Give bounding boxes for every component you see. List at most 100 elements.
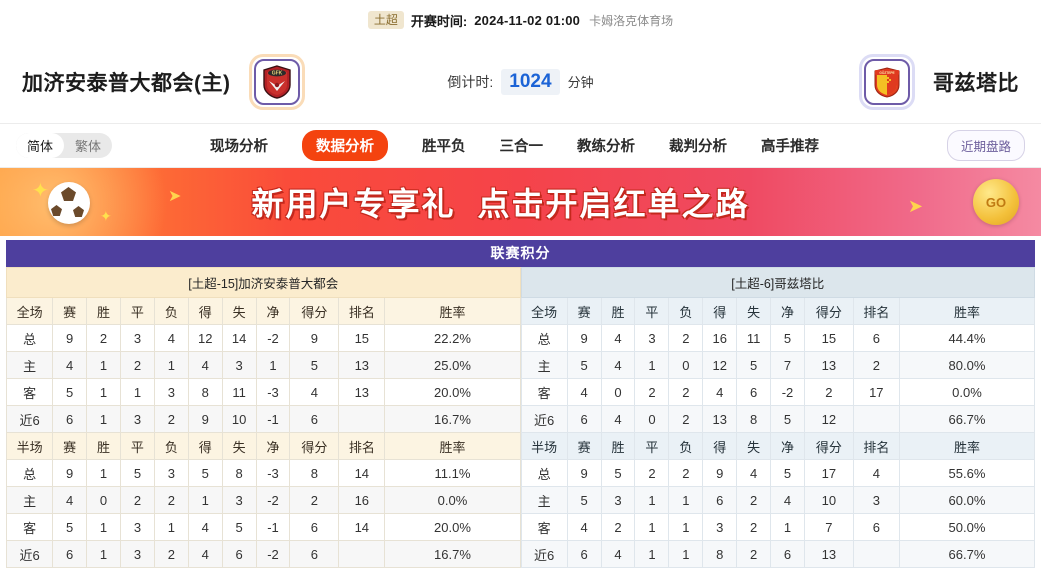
- table-cell: 1: [634, 351, 670, 379]
- table-cell: 9: [52, 459, 88, 487]
- table-cell: 14: [338, 513, 386, 541]
- table-cell: 16.7%: [384, 405, 521, 433]
- table-cell: 5: [566, 486, 602, 514]
- table-cell: 4: [600, 324, 636, 352]
- lang-traditional[interactable]: 繁体: [75, 139, 102, 154]
- table-cell: 60.0%: [898, 486, 1036, 514]
- column-header: 赛: [52, 432, 88, 460]
- table-cell: 4: [770, 486, 805, 514]
- table-cell: 50.0%: [898, 513, 1036, 541]
- away-table-caption: [土超-6]哥兹塔比: [520, 267, 1035, 298]
- tab-referee-analysis[interactable]: 裁判分析: [669, 139, 727, 155]
- table-header-row: 全场赛胜平负得失净得分 排名 胜率: [5, 297, 521, 325]
- table-cell: 1: [187, 486, 223, 514]
- table-cell: 4: [187, 513, 223, 541]
- shield-icon: GFK: [262, 64, 291, 99]
- table-cell: 25.0%: [384, 351, 521, 379]
- table-header-row: 半场赛胜平负得失净得分 排名 胜率: [5, 432, 521, 460]
- table-cell: 4: [600, 351, 636, 379]
- banner-go-button[interactable]: GO: [973, 179, 1019, 225]
- table-cell: 2: [153, 405, 189, 433]
- language-toggle[interactable]: 简体 繁体: [16, 133, 113, 158]
- banner-text-left: 新用户专享礼: [251, 186, 456, 222]
- table-cell: 11: [736, 324, 772, 352]
- column-header: 赛: [52, 297, 88, 325]
- table-cell: 5: [770, 405, 805, 433]
- column-header: 净: [255, 432, 291, 460]
- column-header: 排名: [852, 297, 900, 325]
- column-header: 得分: [803, 297, 854, 325]
- table-row: 近6 6 4 1 1 8 2 6 13 66.7%: [520, 540, 1036, 568]
- table-cell: 2: [736, 486, 772, 514]
- table-cell: 4: [153, 324, 189, 352]
- tab-win-draw-lose[interactable]: 胜平负: [422, 139, 466, 155]
- table-cell: 2: [634, 459, 670, 487]
- table-cell: 1: [634, 513, 670, 541]
- lang-simplified[interactable]: 简体: [16, 133, 65, 158]
- recent-odds-button[interactable]: 近期盘路: [946, 130, 1025, 161]
- tab-coach-analysis[interactable]: 教练分析: [577, 139, 635, 155]
- table-cell: 8: [702, 540, 738, 568]
- column-header: 全场: [520, 297, 568, 325]
- column-header: 赛: [566, 432, 602, 460]
- table-cell: 13: [702, 405, 738, 433]
- table-row: 总 9 2 3 4 12 14 -2 9 15 22.2%: [5, 324, 521, 352]
- column-header: 负: [668, 297, 704, 325]
- promo-banner[interactable]: ✦ ✦ ➤ 新用户专享礼 点击开启红单之路 ➤ GO: [0, 168, 1041, 236]
- countdown-label: 倒计时:: [447, 73, 494, 90]
- column-header: 胜率: [898, 432, 1036, 460]
- table-cell: 6: [52, 540, 88, 568]
- table-cell: 20.0%: [384, 513, 521, 541]
- standings-title: 联赛积分: [6, 240, 1035, 267]
- tab-expert-picks[interactable]: 高手推荐: [761, 139, 819, 155]
- league-tag: 土超: [367, 11, 404, 29]
- table-cell: 4: [566, 513, 602, 541]
- table-cell: 1: [86, 513, 121, 541]
- row-label: 主: [520, 486, 568, 514]
- tab-data-analysis[interactable]: 数据分析: [302, 130, 388, 161]
- table-cell: 11.1%: [384, 459, 521, 487]
- table-row: 主 5 3 1 1 6 2 4 10 3 60.0%: [520, 486, 1036, 514]
- table-cell: 12: [702, 351, 738, 379]
- table-cell: 9: [566, 324, 602, 352]
- column-header: 得: [187, 297, 223, 325]
- table-cell: 1: [634, 540, 670, 568]
- table-cell: 3: [119, 405, 155, 433]
- table-cell: 4: [600, 405, 636, 433]
- table-cell: 14: [221, 324, 257, 352]
- table-cell: 6: [221, 540, 257, 568]
- table-cell: 3: [600, 486, 636, 514]
- table-cell: 3: [119, 324, 155, 352]
- table-cell: 3: [119, 513, 155, 541]
- countdown-value: 1024: [501, 68, 560, 95]
- row-label: 客: [5, 513, 54, 541]
- row-label: 总: [5, 459, 54, 487]
- table-cell: 9: [52, 324, 88, 352]
- table-cell: 6: [702, 486, 738, 514]
- table-cell: 2: [153, 486, 189, 514]
- table-cell: 6: [852, 513, 900, 541]
- table-cell: 16: [702, 324, 738, 352]
- table-row: 客 4 0 2 2 4 6 -2 2 17 0.0%: [520, 378, 1036, 406]
- table-cell: 9: [289, 324, 340, 352]
- home-team-block[interactable]: 加济安泰普大都会(主) GFK: [22, 53, 305, 110]
- table-cell: 4: [187, 540, 223, 568]
- row-label: 总: [5, 324, 54, 352]
- table-cell: 3: [634, 324, 670, 352]
- table-cell: 2: [668, 378, 704, 406]
- column-header: 胜率: [384, 432, 521, 460]
- kickoff-label: 开赛时间:: [410, 13, 468, 29]
- table-cell: 2: [153, 540, 189, 568]
- banner-text-right: 点击开启红单之路: [477, 186, 750, 222]
- main-nav: 简体 繁体 现场分析 数据分析 胜平负 三合一 教练分析 裁判分析 高手推荐 近…: [0, 123, 1041, 168]
- table-cell: 5: [187, 459, 223, 487]
- tab-live-analysis[interactable]: 现场分析: [210, 139, 268, 155]
- gaziantep-crest-icon: GFK: [248, 53, 305, 110]
- away-team-block[interactable]: GÖZTEPE 哥兹塔比: [859, 53, 1019, 110]
- table-cell: 5: [119, 459, 155, 487]
- table-cell: 0: [634, 405, 670, 433]
- column-header: 负: [668, 432, 704, 460]
- table-cell: 11: [221, 378, 257, 406]
- tab-three-in-one[interactable]: 三合一: [499, 139, 544, 155]
- table-cell: 6: [289, 540, 340, 568]
